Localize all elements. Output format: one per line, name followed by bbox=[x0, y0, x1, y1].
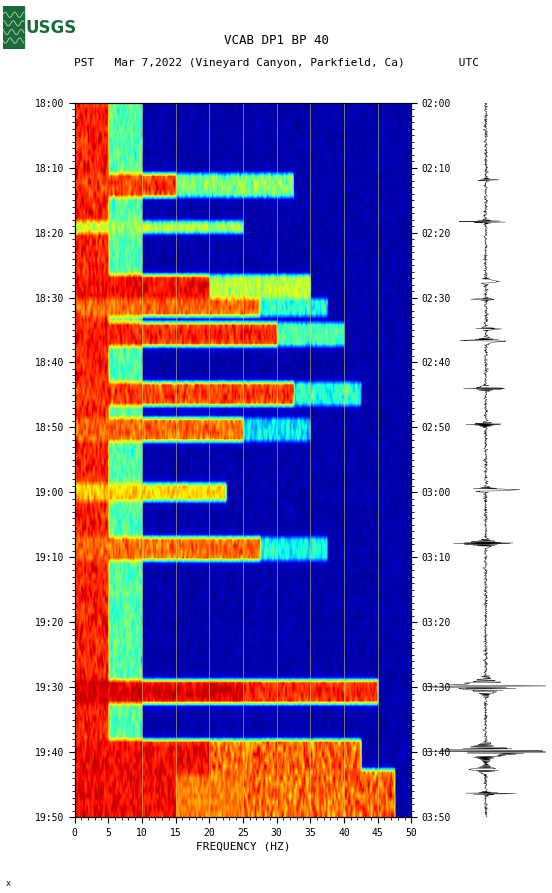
Text: PST   Mar 7,2022 (Vineyard Canyon, Parkfield, Ca)        UTC: PST Mar 7,2022 (Vineyard Canyon, Parkfie… bbox=[73, 57, 479, 68]
X-axis label: FREQUENCY (HZ): FREQUENCY (HZ) bbox=[195, 842, 290, 852]
Text: USGS: USGS bbox=[26, 19, 77, 37]
Bar bbox=[3, 6, 24, 49]
Text: x: x bbox=[6, 879, 10, 888]
Text: VCAB DP1 BP 40: VCAB DP1 BP 40 bbox=[224, 34, 328, 46]
